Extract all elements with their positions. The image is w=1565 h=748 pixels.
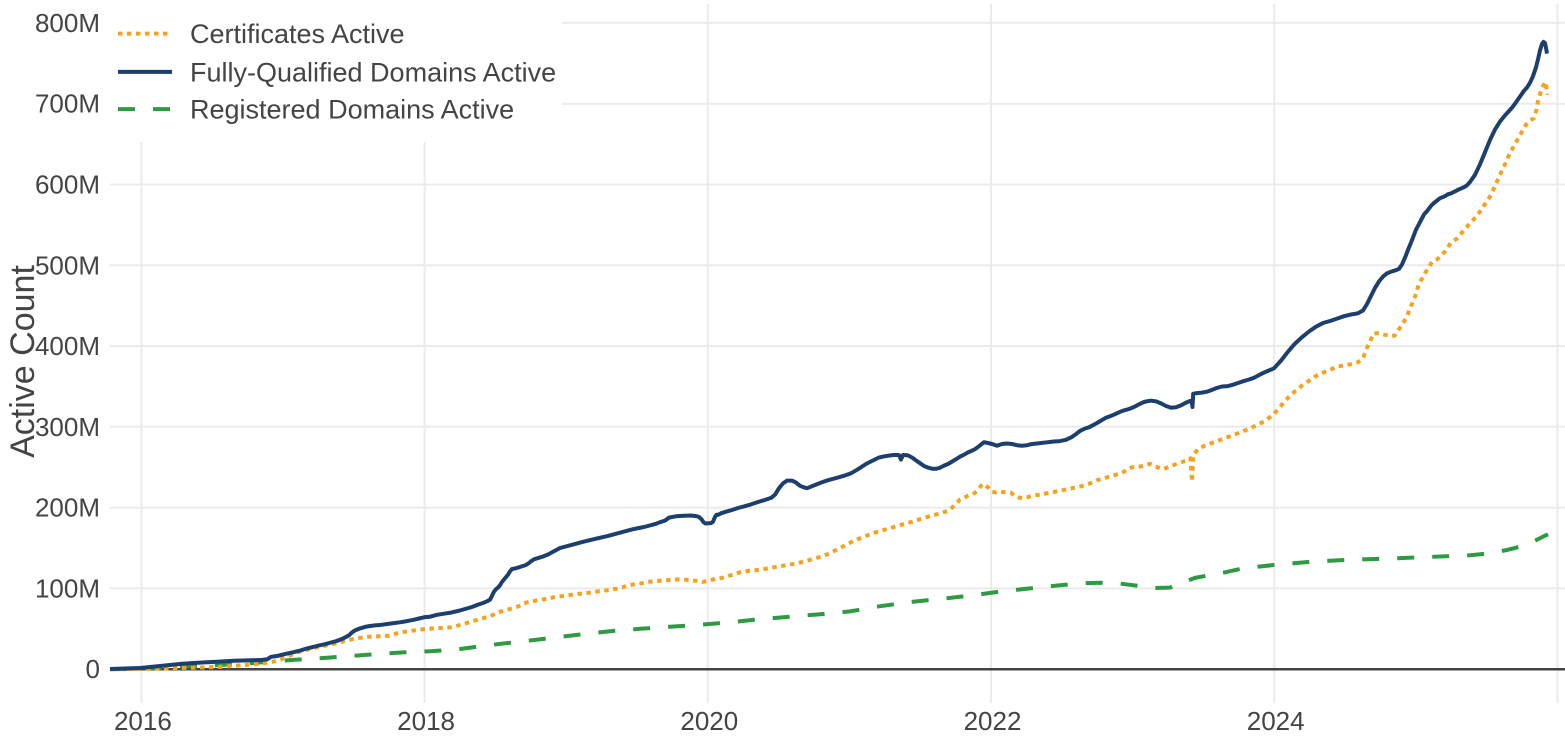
svg-text:2016: 2016 bbox=[114, 706, 172, 736]
svg-text:2024: 2024 bbox=[1247, 706, 1305, 736]
svg-text:700M: 700M bbox=[35, 89, 100, 119]
svg-text:100M: 100M bbox=[35, 573, 100, 603]
svg-text:Fully-Qualified Domains Active: Fully-Qualified Domains Active bbox=[190, 57, 556, 87]
svg-text:2018: 2018 bbox=[397, 706, 455, 736]
svg-text:800M: 800M bbox=[35, 8, 100, 38]
svg-text:500M: 500M bbox=[35, 250, 100, 280]
svg-text:Certificates Active: Certificates Active bbox=[190, 19, 405, 49]
svg-text:300M: 300M bbox=[35, 412, 100, 442]
svg-text:Active Count: Active Count bbox=[4, 265, 42, 458]
svg-text:0: 0 bbox=[86, 654, 100, 684]
svg-text:400M: 400M bbox=[35, 331, 100, 361]
svg-text:2022: 2022 bbox=[964, 706, 1022, 736]
svg-text:Registered Domains Active: Registered Domains Active bbox=[190, 95, 514, 125]
svg-text:2020: 2020 bbox=[680, 706, 738, 736]
svg-text:200M: 200M bbox=[35, 493, 100, 523]
svg-text:600M: 600M bbox=[35, 170, 100, 200]
